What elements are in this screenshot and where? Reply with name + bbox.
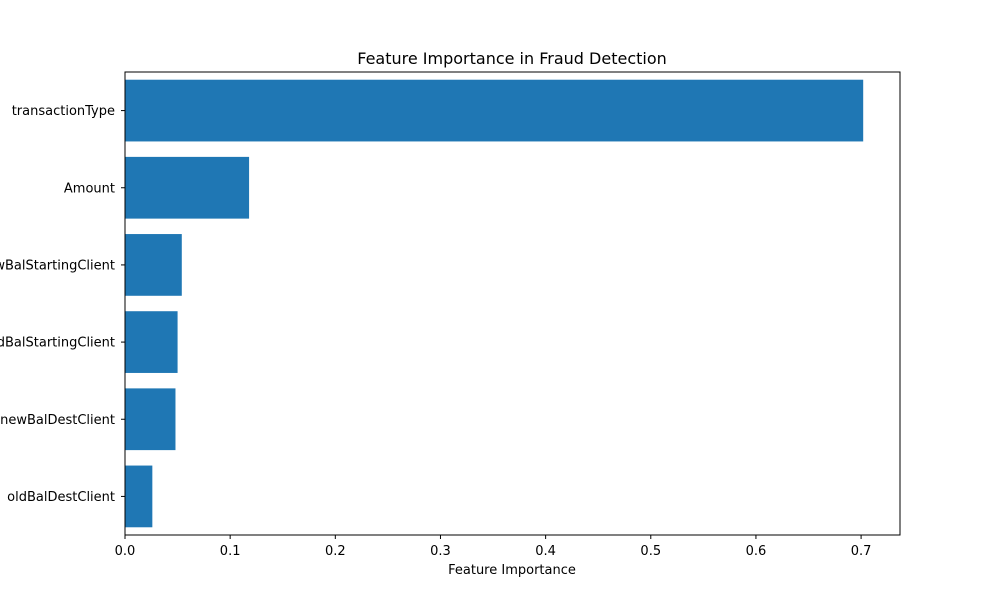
x-tick-label: 0.0: [115, 544, 136, 559]
chart-title: Feature Importance in Fraud Detection: [357, 49, 667, 68]
y-tick-label-old-bal-starting-client: oldBalStartingClient: [0, 336, 115, 351]
bar-old-bal-starting-client: [125, 311, 178, 373]
x-tick-label: 0.4: [535, 544, 556, 559]
x-tick-label: 0.3: [430, 544, 451, 559]
y-tick-label-new-bal-starting-client: newBalStartingClient: [0, 258, 115, 273]
y-axis: transactionType Amount newBalStartingClien…: [0, 104, 125, 505]
x-axis-label: Feature Importance: [448, 563, 576, 578]
plot-frame: [124, 71, 901, 536]
bar-new-bal-starting-client: [125, 234, 182, 296]
bar-transaction-type: [125, 79, 864, 142]
x-tick-label: 0.7: [851, 544, 872, 559]
x-tick-label: 0.2: [325, 544, 346, 559]
x-tick-label: 0.1: [220, 544, 241, 559]
bar-amount: [125, 156, 250, 219]
y-tick-label-transaction-type: transactionType: [12, 104, 115, 119]
bars-layer: [125, 79, 864, 528]
bar-new-bal-dest-client: [125, 388, 176, 451]
y-tick-label-new-bal-dest-client: newBalDestClient: [0, 413, 115, 428]
y-tick-label-old-bal-dest-client: oldBalDestClient: [7, 490, 115, 505]
y-tick-label-amount: Amount: [64, 181, 115, 196]
x-tick-label: 0.5: [640, 544, 661, 559]
bar-old-bal-dest-client: [125, 465, 153, 528]
x-tick-label: 0.6: [746, 544, 767, 559]
x-axis: 0.0 0.1 0.2 0.3 0.4 0.5 0.6 0.7: [115, 535, 872, 559]
